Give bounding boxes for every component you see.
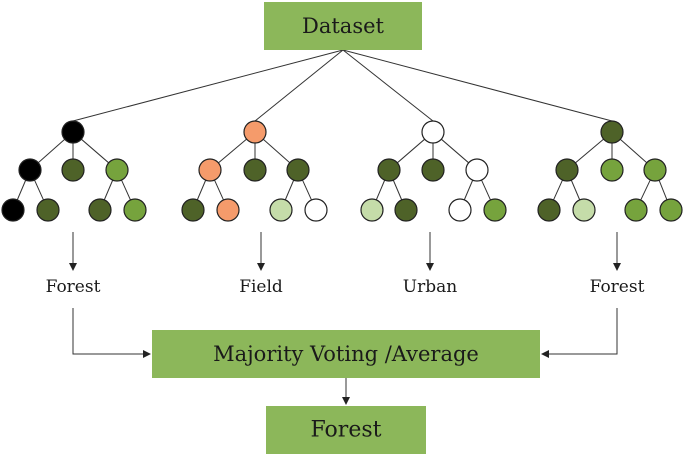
tree-leaf-node bbox=[88, 198, 112, 222]
tree-root-node bbox=[600, 120, 624, 144]
tree-node bbox=[243, 158, 267, 182]
tree-node bbox=[18, 158, 42, 182]
tree-edge bbox=[16, 179, 27, 201]
tree-edge bbox=[121, 179, 131, 201]
tree-leaf-node bbox=[624, 198, 648, 222]
tree-prediction-label: Forest bbox=[590, 277, 645, 297]
tree-leaf-node bbox=[304, 198, 328, 222]
connector-left bbox=[72, 308, 151, 358]
tree-edge bbox=[392, 179, 403, 201]
tree-node bbox=[377, 158, 401, 182]
tree-edge bbox=[262, 138, 291, 164]
tree-edge bbox=[284, 179, 295, 201]
tree-leaf-node bbox=[659, 198, 683, 222]
aggregation-connectors bbox=[72, 308, 618, 358]
tree-edge bbox=[575, 138, 604, 164]
tree-edge bbox=[570, 179, 581, 201]
tree-edge bbox=[302, 179, 312, 201]
tree-edge bbox=[640, 179, 651, 201]
tree-node bbox=[61, 158, 85, 182]
tree-1: Forest bbox=[1, 120, 147, 297]
connector-right bbox=[541, 308, 618, 358]
tree-3: Urban bbox=[360, 120, 507, 297]
tree-node bbox=[286, 158, 310, 182]
tree-prediction-label: Urban bbox=[403, 277, 457, 297]
dataset-edge-2 bbox=[254, 49, 344, 122]
tree-edge bbox=[375, 179, 386, 201]
tree-node bbox=[643, 158, 667, 182]
dataset-edge-4 bbox=[342, 49, 613, 122]
aggregation-box-rect bbox=[152, 330, 540, 378]
tree-leaf-node bbox=[360, 198, 384, 222]
dataset-box-rect bbox=[264, 2, 422, 50]
tree-root-node bbox=[61, 120, 85, 144]
dataset-edges bbox=[72, 49, 613, 122]
result-label: Forest bbox=[311, 418, 382, 443]
result-box-rect bbox=[266, 406, 426, 454]
tree-edge bbox=[553, 179, 563, 201]
dataset-edge-1 bbox=[72, 49, 344, 122]
tree-leaf-node bbox=[216, 198, 240, 222]
tree-edge bbox=[463, 179, 474, 201]
aggregation-box: Majority Voting /Average bbox=[152, 330, 540, 378]
dataset-box: Dataset bbox=[264, 2, 422, 50]
tree-edge bbox=[37, 138, 66, 164]
aggregation-label: Majority Voting /Average bbox=[213, 342, 479, 366]
tree-edge bbox=[481, 179, 491, 201]
tree-edge bbox=[396, 138, 426, 164]
tree-edge bbox=[196, 179, 207, 201]
tree-root-node bbox=[243, 120, 267, 144]
tree-edge bbox=[34, 179, 44, 201]
tree-leaf-node bbox=[123, 198, 147, 222]
tree-leaf-node bbox=[537, 198, 561, 222]
dataset-edge-3 bbox=[342, 49, 434, 122]
trees-group: Forest Field Urban Forest bbox=[1, 120, 683, 297]
tree-leaf-node bbox=[483, 198, 507, 222]
tree-leaf-node bbox=[572, 198, 596, 222]
tree-leaf-node bbox=[36, 198, 60, 222]
tree-node bbox=[600, 158, 624, 182]
tree-edge bbox=[103, 179, 114, 201]
result-box: Forest bbox=[266, 406, 426, 454]
tree-edge bbox=[440, 138, 470, 164]
tree-edge bbox=[80, 138, 110, 164]
tree-leaf-node bbox=[181, 198, 205, 222]
tree-node bbox=[465, 158, 489, 182]
tree-leaf-node bbox=[448, 198, 472, 222]
tree-leaf-node bbox=[394, 198, 418, 222]
tree-node bbox=[105, 158, 129, 182]
tree-4: Forest bbox=[537, 120, 683, 297]
tree-node bbox=[421, 158, 445, 182]
tree-leaf-node bbox=[1, 198, 25, 222]
tree-prediction-label: Field bbox=[239, 277, 283, 297]
tree-edge bbox=[214, 179, 224, 201]
dataset-label: Dataset bbox=[302, 14, 385, 38]
tree-root-node bbox=[421, 120, 445, 144]
tree-node bbox=[555, 158, 579, 182]
tree-prediction-label: Forest bbox=[46, 277, 101, 297]
tree-edge bbox=[619, 138, 648, 164]
tree-leaf-node bbox=[269, 198, 293, 222]
tree-edge bbox=[218, 138, 247, 164]
tree-edge bbox=[658, 180, 668, 200]
tree-node bbox=[198, 158, 222, 182]
tree-2: Field bbox=[181, 120, 328, 297]
